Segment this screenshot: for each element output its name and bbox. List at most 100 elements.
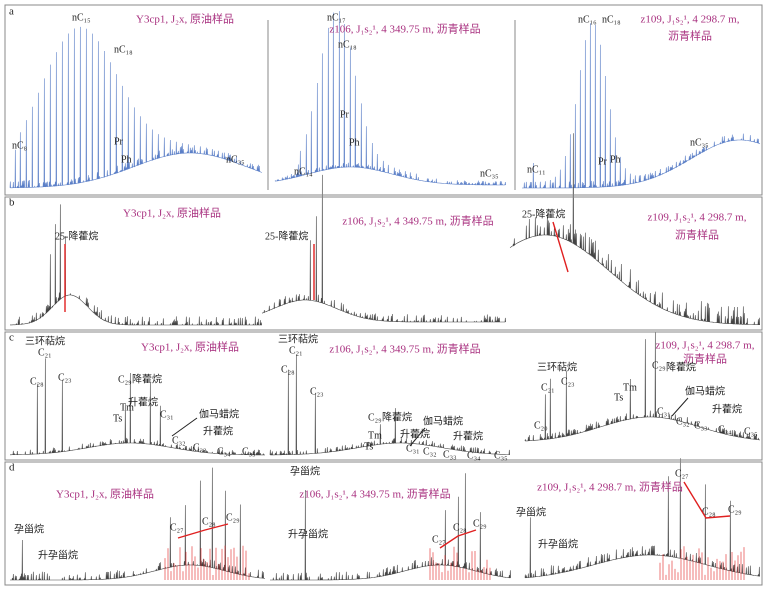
peak-label: nC₁₅: [72, 12, 91, 23]
peak-label: nC₁₁: [527, 164, 546, 175]
peak-label: 降藿烷: [132, 372, 162, 385]
chromatogram-trace: [524, 332, 761, 442]
peak-label: C₂₈: [453, 522, 467, 533]
peak-label: C₂₈: [30, 376, 44, 387]
peak-label: C₂₉: [652, 360, 666, 371]
peak-label: C₃₂: [676, 416, 690, 427]
panel-frame: [4, 331, 763, 461]
peak-label: 25-降藿烷: [55, 229, 98, 242]
connector: [177, 523, 229, 539]
peak-label: C₂₁: [289, 345, 303, 356]
peak-label: C₃₁: [160, 409, 174, 420]
chart-title: z106, J₁s₂¹, 4 349.75 m, 沥青样品: [329, 342, 480, 356]
chromatogram-trace: [274, 11, 506, 186]
peak-label: C₃₅: [494, 450, 508, 461]
chart-title: z109, J₁s₂¹, 4 298.7 m, 沥青样品: [537, 480, 683, 494]
peak-label: C₃₁: [406, 443, 420, 454]
peak-label: 升孕甾烷: [38, 548, 78, 561]
peak-label: nC₁₆: [578, 14, 597, 25]
peak-label: Ph: [349, 137, 360, 148]
chromatogram-trace: [164, 545, 250, 580]
chromatogram-trace: [270, 473, 511, 581]
chromatogram-trace: [9, 26, 263, 189]
panel-frame: [4, 461, 763, 586]
peak-label: Tm: [368, 430, 382, 441]
peak-label: C₃₂: [172, 435, 186, 446]
leader-line: [671, 397, 689, 417]
leader-line: [409, 427, 426, 447]
peak-label: nC₃₅: [690, 137, 709, 148]
peak-label: C₂₇: [170, 522, 184, 533]
chromatogram-trace: [524, 458, 761, 579]
chart-title: z106, J₁s₂¹, 4 349.75 m, 沥青样品: [299, 487, 450, 501]
peak-label: C₂₉: [473, 518, 487, 529]
chart-title: z106, J₁s₂¹, 4 349.75 m, 沥青样品: [329, 22, 480, 36]
peak-label: 孕甾烷: [516, 505, 546, 518]
peak-label: C₃₅: [242, 446, 256, 457]
panel-frame: [4, 196, 763, 331]
peak-label: C₂₉: [728, 504, 742, 515]
peak-label: C₃₅: [744, 426, 758, 437]
peak-label: C₂₀: [534, 420, 548, 431]
chart-title: z109, J₁s₂¹, 4 298.7 m,: [656, 340, 755, 352]
chart-title: Y3cp1, J₂x, 原油样品: [123, 206, 221, 220]
peak-label: C₂₉: [226, 512, 240, 523]
peak-label: nC₁₈: [114, 44, 133, 55]
peak-label: nC₁₄: [294, 166, 313, 177]
peak-label: 三环萜烷: [278, 332, 318, 345]
panel-label: d: [9, 462, 15, 474]
peak-label: 25-降藿烷: [522, 207, 565, 220]
peak-label: C₂₃: [561, 376, 575, 387]
peak-label: 升藿烷: [712, 402, 742, 415]
peak-label: 降藿烷: [666, 360, 696, 373]
peak-label: C₃₄: [467, 450, 481, 461]
peak-label: Ts: [614, 392, 623, 403]
peak-label: C₂₉: [118, 374, 132, 385]
chromatogram-trace: [269, 354, 510, 456]
panel-label: c: [9, 332, 14, 344]
panel-frame: [4, 4, 763, 196]
chart-title: 沥青样品: [675, 228, 719, 242]
peak-label: 伽马蜡烷: [423, 414, 463, 427]
peak-label: C₂₈: [281, 364, 295, 375]
peak-label: 降藿烷: [382, 410, 412, 423]
peak-label: C₃₄: [718, 424, 732, 435]
peak-label: C₃₄: [217, 446, 231, 457]
peak-label: C₂₁: [541, 382, 555, 393]
peak-label: C₃₃: [443, 449, 457, 460]
peak-label: nC₈: [12, 140, 28, 151]
peak-label: Ph: [610, 154, 621, 165]
chart-title: z109, J₁s₂¹, 4 298.7 m,: [648, 212, 747, 224]
chart-title: Y3cp1, J₂x, 原油样品: [56, 487, 154, 501]
peak-label: 伽马蜡烷: [685, 384, 725, 397]
connector: [683, 481, 731, 519]
peak-label: 三环萜烷: [537, 360, 577, 373]
peak-label: Ts: [113, 413, 122, 424]
chromatogram-trace: [509, 133, 760, 326]
chromatogram-trace: [522, 23, 761, 189]
leader-line: [171, 417, 198, 437]
peak-label: 25-降藿烷: [265, 229, 308, 242]
chromatogram-trace: [10, 204, 262, 326]
chart-title: 沥青样品: [683, 352, 727, 366]
peak-label: 孕甾烷: [290, 464, 320, 477]
peak-label: C₂₃: [58, 372, 72, 383]
peak-label: nC₁₇: [327, 12, 346, 23]
chart-title: z109, J₁s₂¹, 4 298.7 m,: [641, 14, 740, 26]
chart-title: z106, J₁s₂¹, 4 349.75 m, 沥青样品: [342, 214, 493, 228]
peak-label: C₃₃: [193, 442, 207, 453]
peak-label: nC₃₅: [480, 168, 499, 179]
chromatogram-trace: [10, 467, 266, 581]
peak-label: Pr: [598, 156, 608, 167]
panel-label: a: [9, 6, 14, 18]
peak-label: 升藿烷: [128, 395, 158, 408]
chromatograms: [9, 11, 761, 581]
peak-label: C₂₇: [432, 534, 446, 545]
peak-label: C₂₁: [38, 347, 52, 358]
peak-label: Ph: [121, 154, 132, 165]
peak-label: C₃₂: [423, 446, 437, 457]
peak-label: Tm: [623, 382, 637, 393]
peak-label: Pr: [340, 109, 350, 120]
peak-label: Pr: [114, 136, 124, 147]
